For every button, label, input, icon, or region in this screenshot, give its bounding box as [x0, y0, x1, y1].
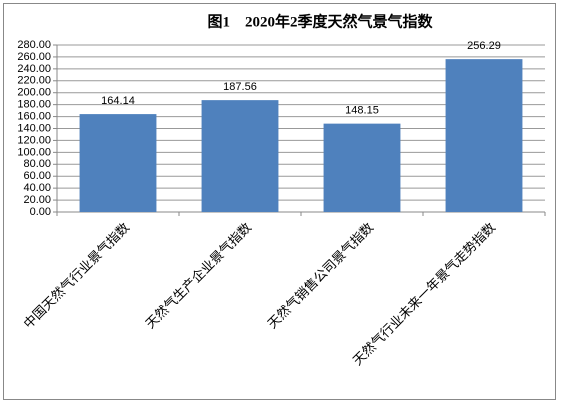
- y-tick-label: 20.00: [23, 194, 51, 206]
- bar: [201, 100, 279, 212]
- value-label: 148.15: [345, 105, 379, 117]
- bar: [445, 59, 523, 212]
- y-tick-label: 280.00: [17, 39, 51, 51]
- y-tick-label: 60.00: [23, 170, 51, 182]
- bar: [323, 123, 401, 212]
- value-label: 164.14: [101, 95, 135, 107]
- y-tick-label: 0.00: [30, 206, 51, 218]
- y-tick-label: 120.00: [17, 134, 51, 146]
- chart-title: 图1 2020年2季度天然气景气指数: [207, 12, 433, 30]
- y-tick-label: 200.00: [17, 87, 51, 99]
- y-tick-label: 240.00: [17, 63, 51, 75]
- value-label: 256.29: [467, 40, 501, 52]
- y-tick-label: 220.00: [17, 75, 51, 87]
- y-tick-label: 260.00: [17, 51, 51, 63]
- value-label: 187.56: [223, 81, 257, 93]
- y-tick-label: 100.00: [17, 146, 51, 158]
- y-tick-label: 140.00: [17, 122, 51, 134]
- y-tick-label: 80.00: [23, 158, 51, 170]
- bar: [79, 114, 157, 212]
- y-tick-label: 180.00: [17, 99, 51, 111]
- y-tick-label: 160.00: [17, 110, 51, 122]
- y-tick-label: 40.00: [23, 182, 51, 194]
